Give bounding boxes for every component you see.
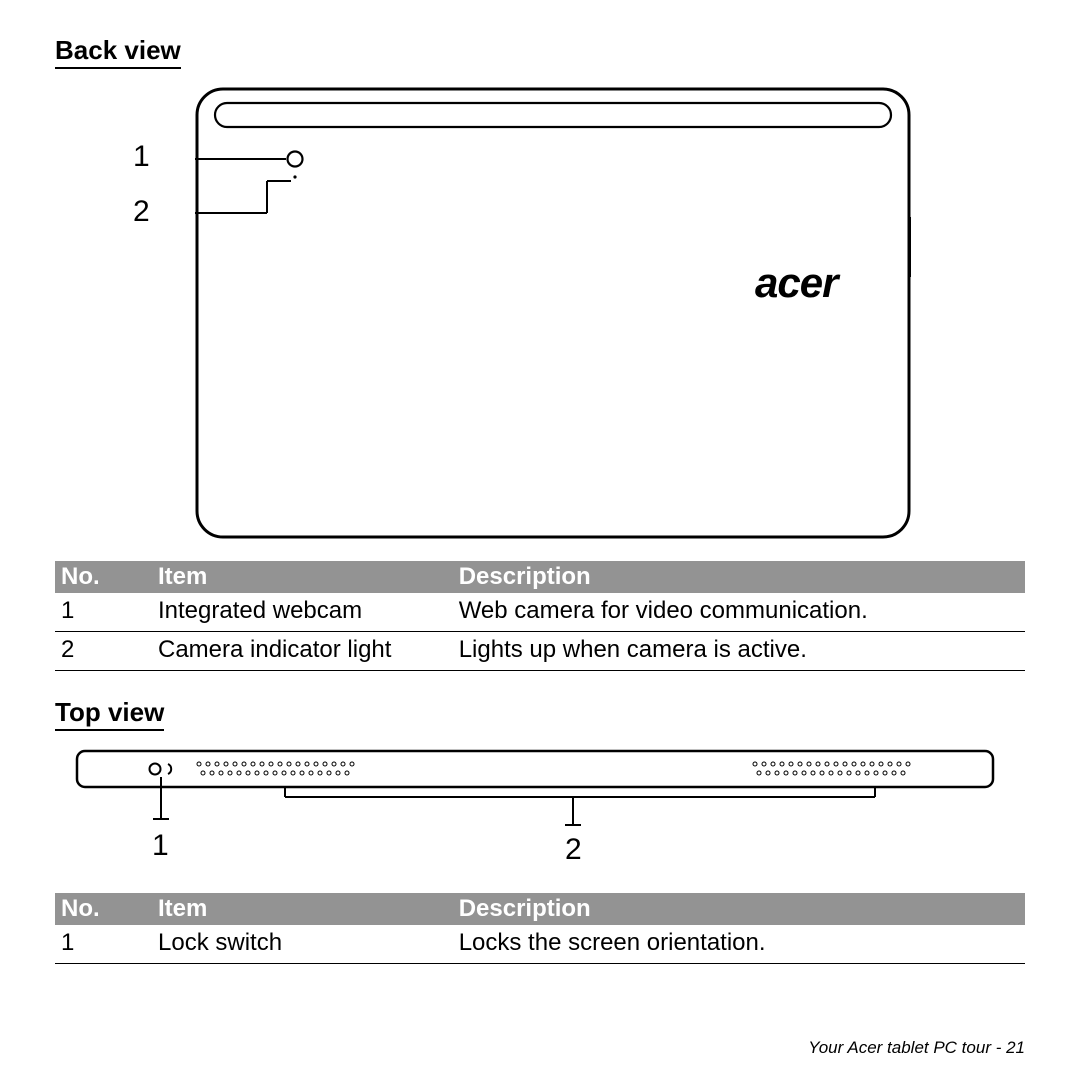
cell-item: Integrated webcam (152, 593, 453, 632)
callout-2: 2 (133, 195, 150, 229)
callout-2: 2 (565, 833, 582, 867)
th-item: Item (152, 561, 453, 593)
back-view-diagram: 1 2 a (55, 87, 1025, 547)
top-view-section: Top view (55, 697, 1025, 964)
top-view-diagram: 1 2 (75, 749, 995, 879)
footer-text: Your Acer tablet PC tour - 21 (808, 1038, 1025, 1058)
callout-1: 1 (133, 140, 150, 174)
th-item: Item (152, 893, 453, 925)
top-view-table: No. Item Description 1 Lock switch Locks… (55, 893, 1025, 964)
table-row: 2 Camera indicator light Lights up when … (55, 632, 1025, 671)
table-row: 1 Lock switch Locks the screen orientati… (55, 925, 1025, 964)
back-view-table: No. Item Description 1 Integrated webcam… (55, 561, 1025, 671)
cell-desc: Locks the screen orientation. (453, 925, 1025, 964)
back-view-title: Back view (55, 35, 181, 69)
cell-item: Camera indicator light (152, 632, 453, 671)
table-row: 1 Integrated webcam Web camera for video… (55, 593, 1025, 632)
cell-no: 1 (55, 593, 152, 632)
tablet-back-illustration: acer (195, 87, 911, 539)
th-no: No. (55, 893, 152, 925)
cell-item: Lock switch (152, 925, 453, 964)
cell-no: 2 (55, 632, 152, 671)
cell-desc: Web camera for video communication. (453, 593, 1025, 632)
cell-no: 1 (55, 925, 152, 964)
back-view-section: Back view 1 2 (55, 35, 1025, 671)
top-view-title: Top view (55, 697, 164, 731)
th-no: No. (55, 561, 152, 593)
th-desc: Description (453, 893, 1025, 925)
cell-desc: Lights up when camera is active. (453, 632, 1025, 671)
callout-1: 1 (152, 829, 169, 863)
svg-text:acer: acer (755, 259, 841, 306)
th-desc: Description (453, 561, 1025, 593)
